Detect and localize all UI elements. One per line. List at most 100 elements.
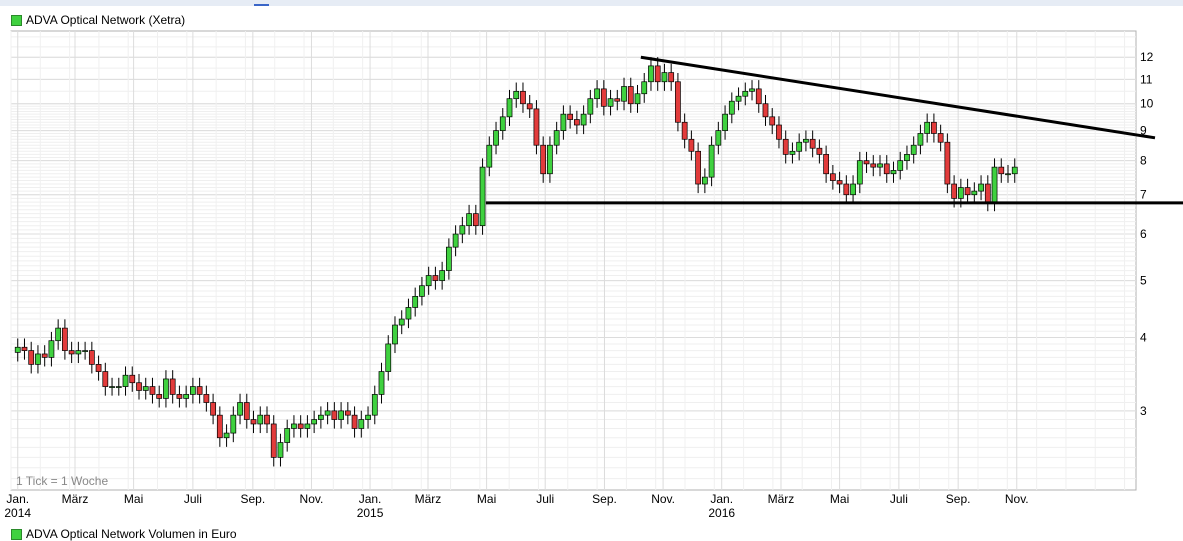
- candle-body: [621, 86, 627, 102]
- candle-body: [728, 100, 735, 115]
- candle-body: [904, 154, 910, 162]
- candle-body: [836, 180, 843, 185]
- candle-body: [856, 160, 863, 185]
- candle-body: [311, 419, 318, 425]
- candle-body: [156, 394, 163, 399]
- candle-body: [425, 275, 432, 287]
- x-year-label: 2016: [708, 506, 735, 520]
- candle-body: [567, 113, 574, 120]
- candle-body: [648, 65, 654, 83]
- candle-body: [176, 394, 183, 399]
- candle-body: [695, 150, 702, 185]
- y-tick-label: 12: [1140, 50, 1154, 64]
- x-tick-label: Jan.: [710, 492, 733, 506]
- x-tick-label: Mai: [830, 492, 849, 506]
- x-tick-label: Nov.: [1005, 492, 1029, 506]
- candle-body: [459, 225, 466, 235]
- candle-body: [149, 386, 156, 395]
- candle-body: [668, 72, 675, 83]
- candle-body: [351, 414, 358, 429]
- candle-body: [594, 88, 600, 100]
- candle-body: [445, 246, 452, 271]
- candle-body: [250, 419, 257, 425]
- candle-body: [796, 141, 803, 152]
- candle-body: [776, 124, 782, 140]
- candle-body: [641, 81, 648, 95]
- candle-body: [681, 121, 688, 140]
- candle-body: [102, 371, 109, 387]
- candle-body: [701, 176, 708, 185]
- candle-body: [412, 296, 419, 308]
- candle-body: [466, 213, 472, 227]
- y-tick-label: 11: [1140, 72, 1153, 86]
- candle-body: [493, 130, 499, 146]
- candle-body: [688, 138, 695, 152]
- y-tick-label: 10: [1140, 97, 1154, 111]
- candle-body: [513, 90, 520, 100]
- candle-body: [924, 121, 931, 134]
- candle-body: [809, 138, 816, 149]
- candle-body: [88, 350, 95, 365]
- y-tick-label: 3: [1140, 404, 1147, 418]
- x-tick-label: Nov.: [300, 492, 324, 506]
- x-tick-label: Jan.: [6, 492, 29, 506]
- candle-body: [392, 324, 398, 345]
- candle-body: [297, 423, 304, 429]
- y-tick-label: 8: [1140, 154, 1147, 168]
- candle-body: [526, 103, 533, 110]
- candle-body: [14, 346, 21, 353]
- candle-body: [937, 133, 944, 143]
- candle-body: [190, 386, 196, 395]
- candle-body: [823, 154, 829, 175]
- candle-body: [95, 364, 102, 372]
- candle-body: [587, 98, 594, 115]
- candle-body: [715, 130, 722, 146]
- candle-body: [944, 141, 951, 185]
- candle-body: [82, 350, 88, 352]
- active-tab-marker: [254, 4, 269, 6]
- candle-body: [803, 138, 809, 143]
- candle-body: [270, 423, 277, 458]
- candle-body: [169, 378, 176, 395]
- top-strip: [0, 0, 1183, 6]
- x-tick-label: März: [62, 492, 89, 506]
- candle-body: [843, 183, 850, 196]
- x-tick-label: Mai: [477, 492, 496, 506]
- candle-body: [1011, 166, 1018, 175]
- candle-body: [479, 166, 486, 227]
- candle-body: [398, 318, 405, 326]
- candle-body: [136, 382, 142, 391]
- candle-body: [971, 190, 978, 196]
- x-tick-label: Mai: [124, 492, 143, 506]
- candle-body: [291, 423, 297, 429]
- y-tick-label: 6: [1140, 227, 1147, 241]
- chart-legend: ADVA Optical Network (Xetra): [11, 13, 185, 27]
- candle-body: [499, 116, 506, 131]
- x-tick-label: Sep.: [240, 492, 265, 506]
- x-tick-label: Jan.: [359, 492, 382, 506]
- candle-body: [897, 160, 904, 171]
- candle-body: [614, 98, 621, 102]
- candle-body: [910, 144, 917, 155]
- candle-body: [75, 350, 82, 355]
- candle-body: [600, 88, 607, 107]
- candle-body: [675, 81, 681, 123]
- candle-body: [998, 166, 1005, 175]
- candle-body: [520, 90, 526, 105]
- candle-body: [284, 428, 291, 443]
- candle-body: [1005, 173, 1011, 176]
- candle-body: [984, 183, 991, 203]
- candle-body: [277, 442, 284, 458]
- candle-body: [661, 72, 668, 83]
- candle-body: [55, 327, 62, 342]
- candle-body: [230, 414, 237, 434]
- candle-body: [216, 414, 223, 439]
- candle-body: [385, 343, 392, 372]
- candle-body: [654, 65, 661, 83]
- candle-body: [183, 394, 190, 399]
- candle-body: [634, 93, 641, 105]
- x-tick-label: März: [768, 492, 795, 506]
- x-tick-label: Juli: [536, 492, 554, 506]
- y-tick-label: 7: [1140, 188, 1147, 202]
- candle-body: [607, 98, 614, 107]
